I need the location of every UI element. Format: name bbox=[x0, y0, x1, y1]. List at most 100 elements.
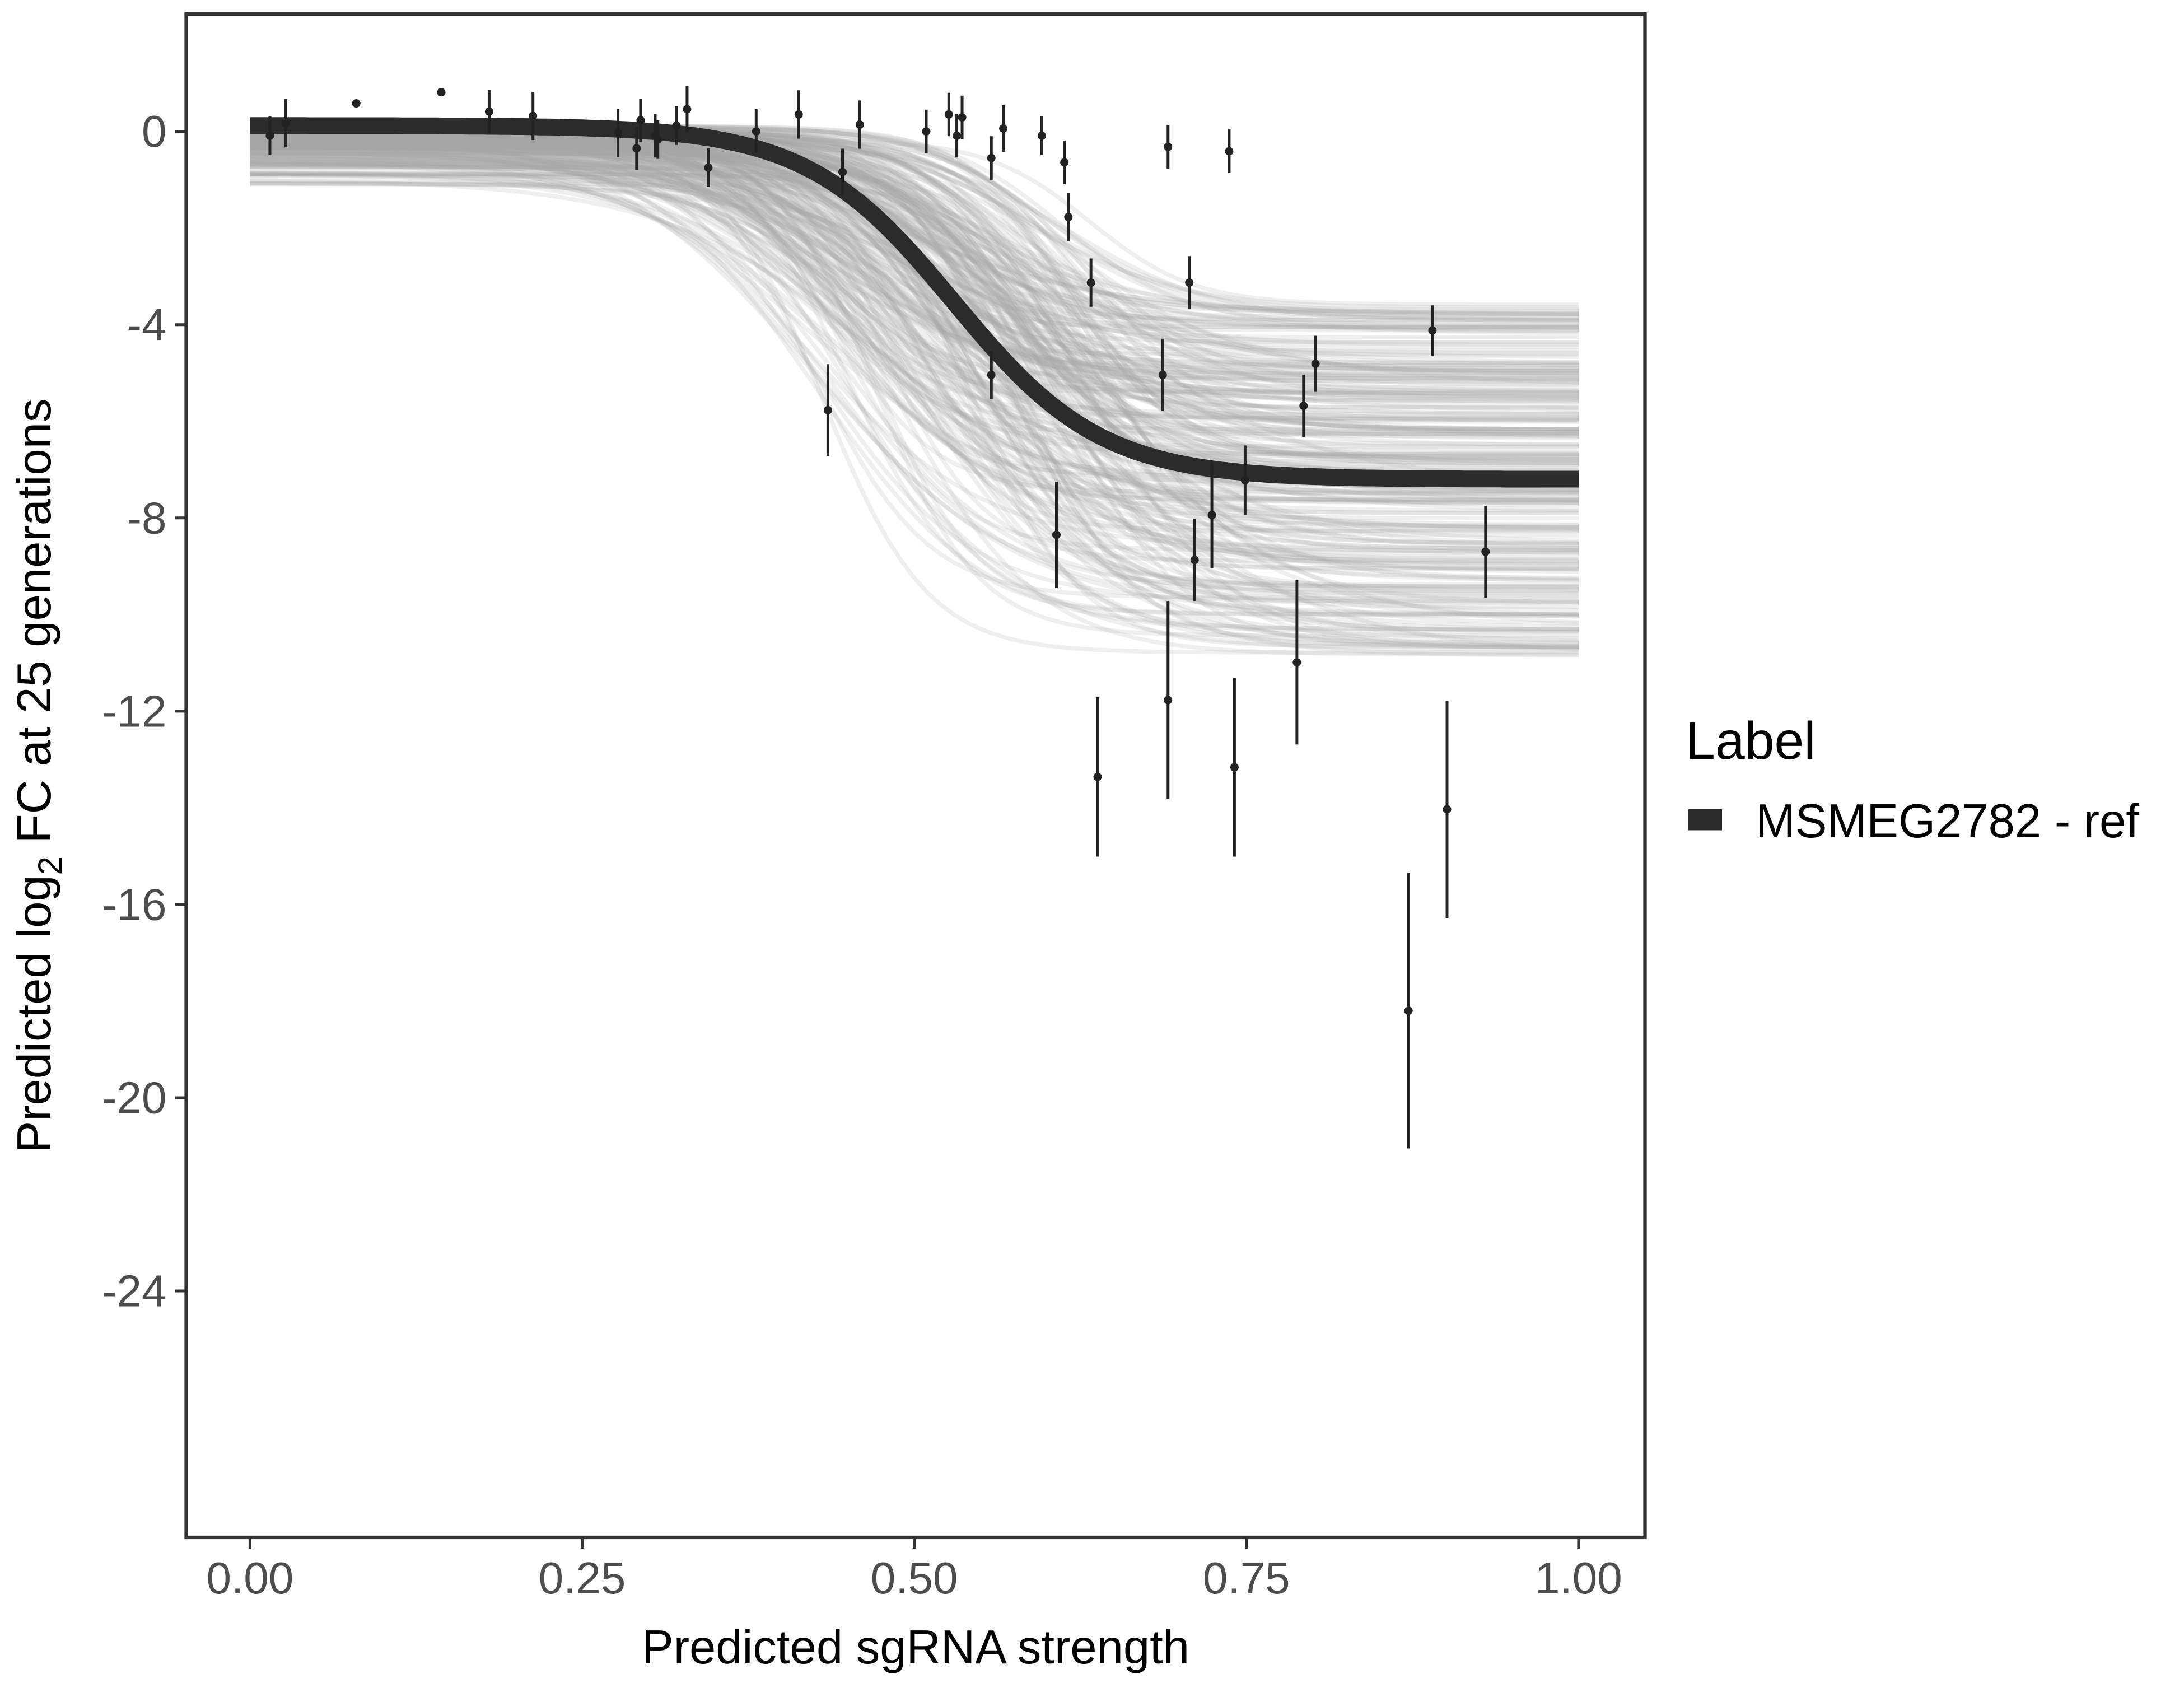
y-tick-label: -16 bbox=[102, 879, 167, 929]
posterior-curve bbox=[250, 160, 1579, 566]
posterior-curve bbox=[250, 137, 1579, 512]
data-point bbox=[529, 111, 538, 120]
posterior-curve bbox=[250, 132, 1579, 604]
posterior-curve bbox=[250, 135, 1579, 551]
x-axis: 0.00 0.25 0.50 0.75 1.00 bbox=[207, 1537, 1622, 1603]
data-point bbox=[953, 131, 962, 140]
data-point bbox=[281, 119, 290, 128]
posterior-curve bbox=[250, 165, 1579, 436]
data-point bbox=[958, 113, 967, 122]
data-point bbox=[672, 121, 681, 130]
posterior-curve bbox=[250, 163, 1579, 454]
posterior-curve bbox=[250, 162, 1579, 641]
y-tick-label: -20 bbox=[102, 1073, 167, 1122]
posterior-curve bbox=[250, 133, 1579, 572]
posterior-curve bbox=[250, 153, 1579, 567]
data-point bbox=[352, 99, 361, 108]
posterior-curve bbox=[250, 146, 1579, 551]
data-point bbox=[1164, 696, 1173, 705]
posterior-curve bbox=[250, 137, 1579, 545]
posterior-curve bbox=[250, 151, 1579, 394]
x-tick-label: 0.75 bbox=[1203, 1553, 1290, 1603]
posterior-curve bbox=[250, 133, 1579, 555]
data-point bbox=[1428, 326, 1437, 335]
posterior-curve bbox=[250, 151, 1579, 400]
posterior-curve bbox=[250, 138, 1579, 618]
posterior-curve bbox=[250, 159, 1579, 395]
data-point bbox=[1185, 278, 1194, 287]
posterior-curve bbox=[250, 141, 1579, 323]
posterior-curve bbox=[250, 158, 1579, 560]
posterior-curve bbox=[250, 163, 1579, 494]
posterior-curve bbox=[250, 144, 1579, 349]
posterior-curve bbox=[250, 160, 1579, 594]
data-point bbox=[1443, 805, 1452, 814]
posterior-curve bbox=[250, 146, 1579, 431]
data-point bbox=[1164, 142, 1173, 151]
y-tick-label: -24 bbox=[102, 1266, 167, 1316]
posterior-curve bbox=[250, 178, 1579, 527]
posterior-curve bbox=[250, 181, 1579, 436]
posterior-curve bbox=[250, 138, 1579, 365]
data-point bbox=[823, 405, 832, 414]
y-tick-label: -8 bbox=[127, 493, 166, 543]
posterior-curve bbox=[250, 136, 1579, 317]
posterior-curve bbox=[250, 145, 1579, 465]
posterior-curve bbox=[250, 160, 1579, 502]
posterior-curve bbox=[250, 144, 1579, 320]
posterior-curve bbox=[250, 134, 1579, 344]
posterior-curve bbox=[250, 125, 1579, 629]
posterior-curve bbox=[250, 157, 1579, 407]
posterior-curve bbox=[250, 134, 1579, 563]
posterior-curve bbox=[250, 156, 1579, 410]
posterior-curve bbox=[250, 182, 1579, 449]
posterior-curve bbox=[250, 148, 1579, 624]
data-point bbox=[484, 107, 493, 116]
data-point bbox=[1064, 212, 1073, 221]
posterior-curve bbox=[250, 147, 1579, 472]
posterior-curve bbox=[250, 134, 1579, 566]
data-point bbox=[922, 127, 931, 136]
posterior-curve bbox=[250, 137, 1579, 307]
posterior-curve bbox=[250, 132, 1579, 502]
posterior-curve bbox=[250, 157, 1579, 633]
data-point bbox=[1037, 131, 1046, 140]
data-point bbox=[1190, 556, 1199, 565]
posterior-curve bbox=[250, 138, 1579, 395]
posterior-curve bbox=[250, 132, 1579, 508]
posterior-curve bbox=[250, 171, 1579, 347]
data-point bbox=[1299, 402, 1308, 411]
posterior-curve bbox=[250, 140, 1579, 652]
posterior-curve bbox=[250, 146, 1579, 461]
x-tick-label: 1.00 bbox=[1535, 1553, 1622, 1603]
posterior-curve bbox=[250, 148, 1579, 435]
posterior-curve bbox=[250, 143, 1579, 658]
data-point bbox=[1093, 772, 1102, 781]
posterior-curve bbox=[250, 130, 1579, 384]
x-tick-label: 0.00 bbox=[207, 1553, 294, 1603]
posterior-curve bbox=[250, 134, 1579, 322]
posterior-curve bbox=[250, 148, 1579, 581]
posterior-curve bbox=[250, 146, 1579, 633]
posterior-curve bbox=[250, 170, 1579, 437]
posterior-curve bbox=[250, 141, 1579, 516]
x-tick-label: 0.25 bbox=[539, 1553, 626, 1603]
data-point bbox=[1292, 658, 1301, 667]
posterior-curve bbox=[250, 174, 1579, 421]
data-points bbox=[265, 86, 1490, 1149]
posterior-curve bbox=[250, 152, 1579, 439]
data-point bbox=[794, 110, 803, 119]
posterior-curve bbox=[250, 144, 1579, 335]
posterior-curve bbox=[250, 144, 1579, 495]
posterior-curve bbox=[250, 146, 1579, 404]
posterior-curve bbox=[250, 171, 1579, 504]
posterior-curve bbox=[250, 140, 1579, 370]
posterior-curve bbox=[250, 164, 1579, 497]
data-point bbox=[654, 135, 662, 144]
posterior-curve bbox=[250, 129, 1579, 365]
posterior-curve bbox=[250, 161, 1579, 619]
posterior-curve bbox=[250, 148, 1579, 412]
posterior-curve bbox=[250, 160, 1579, 533]
posterior-curve bbox=[250, 151, 1579, 417]
